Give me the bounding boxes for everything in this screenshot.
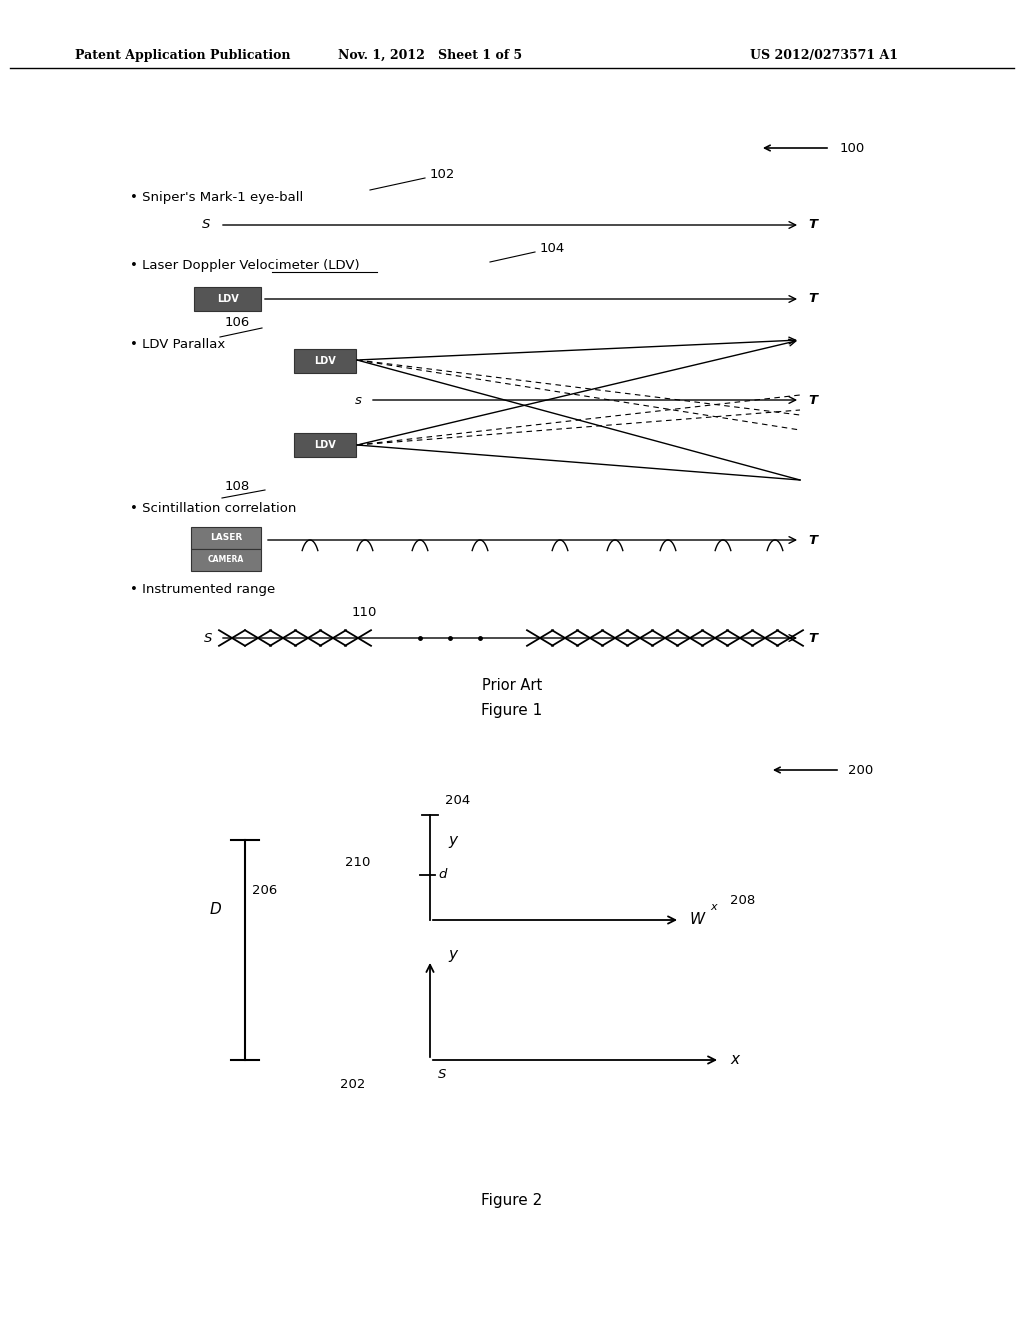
Text: y: y: [449, 833, 457, 847]
Text: LDV: LDV: [314, 356, 336, 366]
Text: T: T: [808, 219, 817, 231]
Text: 110: 110: [352, 606, 378, 619]
Text: S: S: [438, 1068, 446, 1081]
FancyBboxPatch shape: [191, 527, 261, 549]
Text: 202: 202: [340, 1078, 366, 1092]
Text: 206: 206: [252, 883, 278, 896]
Text: LASER: LASER: [210, 533, 242, 543]
Text: • Scintillation correlation: • Scintillation correlation: [130, 502, 296, 515]
Text: 106: 106: [225, 315, 250, 329]
Text: 210: 210: [345, 855, 370, 869]
Text: 108: 108: [225, 480, 250, 494]
Text: S: S: [204, 631, 212, 644]
Text: Prior Art: Prior Art: [482, 677, 542, 693]
Text: Figure 2: Figure 2: [481, 1192, 543, 1208]
Text: d: d: [438, 869, 446, 882]
Text: T: T: [808, 631, 817, 644]
Text: LDV: LDV: [217, 294, 239, 304]
Text: W: W: [690, 912, 706, 928]
Text: 200: 200: [848, 763, 873, 776]
Text: y: y: [449, 948, 457, 962]
Text: • LDV Parallax: • LDV Parallax: [130, 338, 225, 351]
Text: T: T: [808, 393, 817, 407]
FancyBboxPatch shape: [194, 286, 261, 312]
Text: S: S: [202, 219, 210, 231]
FancyBboxPatch shape: [191, 549, 261, 572]
Text: • Instrumented range: • Instrumented range: [130, 583, 275, 597]
Text: x: x: [730, 1052, 739, 1068]
Text: T: T: [808, 533, 817, 546]
Text: 208: 208: [730, 894, 756, 907]
Text: T: T: [808, 293, 817, 305]
Text: • Laser Doppler Velocimeter (LDV): • Laser Doppler Velocimeter (LDV): [130, 259, 359, 272]
Text: • Sniper's Mark-1 eye-ball: • Sniper's Mark-1 eye-ball: [130, 191, 303, 205]
Text: 104: 104: [540, 242, 565, 255]
Text: US 2012/0273571 A1: US 2012/0273571 A1: [750, 49, 898, 62]
Text: Patent Application Publication: Patent Application Publication: [75, 49, 291, 62]
Text: 100: 100: [840, 141, 865, 154]
Text: 204: 204: [445, 793, 470, 807]
FancyBboxPatch shape: [294, 348, 356, 374]
Text: LDV: LDV: [314, 440, 336, 450]
Text: D: D: [209, 903, 221, 917]
Text: Nov. 1, 2012   Sheet 1 of 5: Nov. 1, 2012 Sheet 1 of 5: [338, 49, 522, 62]
Text: Figure 1: Figure 1: [481, 702, 543, 718]
Text: CAMERA: CAMERA: [208, 556, 244, 565]
Text: s: s: [355, 393, 362, 407]
FancyBboxPatch shape: [294, 433, 356, 457]
Text: 102: 102: [430, 169, 456, 181]
Text: x: x: [710, 902, 717, 912]
